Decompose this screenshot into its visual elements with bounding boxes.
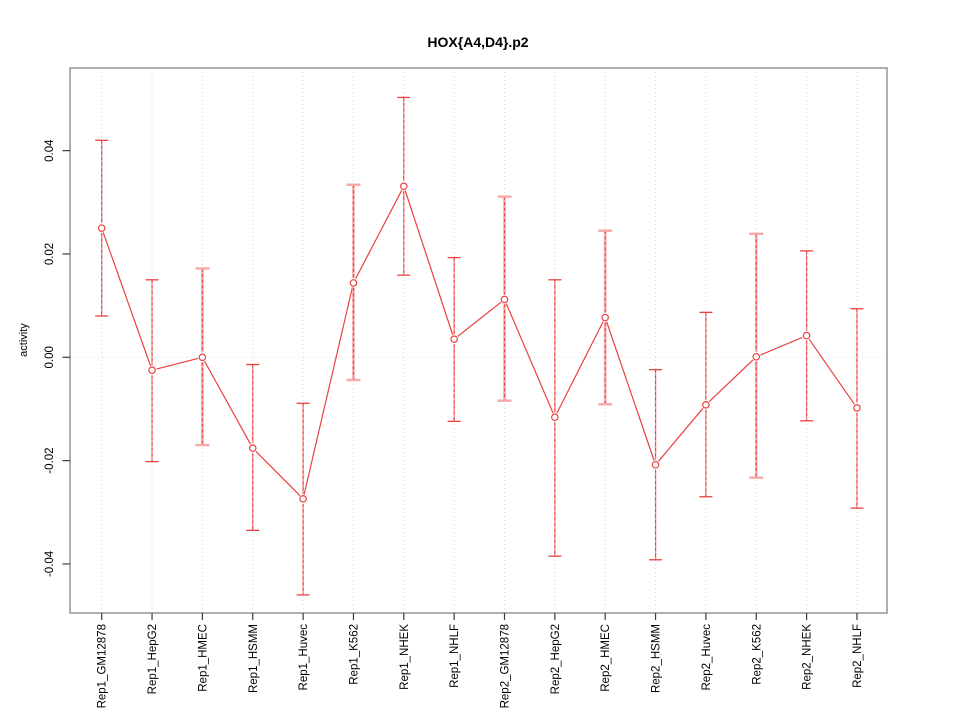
plot-border bbox=[69, 67, 888, 614]
series-line bbox=[101, 184, 858, 501]
x-category-label: Rep1_HSMM bbox=[248, 624, 260, 693]
x-category-label: Rep2_HSMM bbox=[651, 624, 663, 693]
x-category-label: Rep2_GM12878 bbox=[500, 624, 512, 708]
chart-title: HOX{A4,D4}.p2 bbox=[427, 34, 528, 50]
data-point bbox=[450, 335, 458, 344]
y-tick-label: 0.02 bbox=[44, 243, 56, 265]
grid-layer bbox=[70, 68, 887, 613]
data-point bbox=[299, 495, 307, 503]
data-point bbox=[97, 224, 106, 232]
x-category-label: Rep1_Huvec bbox=[298, 624, 310, 691]
x-category-label: Rep1_HepG2 bbox=[147, 624, 159, 694]
axis-layer: Rep1_GM12878 Rep1_HepG2 Rep1_HMEC Rep1_HSMM… bbox=[44, 139, 864, 709]
x-category-label: Rep1_K562 bbox=[348, 624, 360, 685]
x-category-label: Rep2_NHLF bbox=[852, 624, 864, 688]
y-axis-label: activity bbox=[18, 323, 30, 357]
data-point bbox=[651, 460, 660, 469]
data-point bbox=[248, 444, 257, 453]
data-point bbox=[148, 366, 156, 375]
data-point bbox=[551, 413, 559, 422]
data-point bbox=[802, 331, 811, 340]
data-point bbox=[399, 182, 408, 191]
data-point bbox=[853, 404, 861, 412]
data-point bbox=[500, 295, 509, 304]
y-tick-label: 0.04 bbox=[44, 139, 56, 162]
x-category-label: Rep2_HepG2 bbox=[550, 624, 562, 694]
data-point bbox=[601, 313, 610, 322]
x-category-label: Rep2_NHEK bbox=[802, 624, 814, 690]
x-category-label: Rep2_K562 bbox=[751, 624, 763, 685]
y-tick-label: 0.00 bbox=[44, 346, 56, 368]
x-category-label: Rep1_GM12878 bbox=[97, 624, 109, 708]
series-layer bbox=[95, 96, 864, 596]
x-category-label: Rep2_HMEC bbox=[600, 624, 612, 692]
x-category-label: Rep1_HMEC bbox=[197, 624, 209, 692]
data-point bbox=[349, 279, 358, 287]
frame-layer bbox=[69, 67, 888, 614]
y-tick-label: -0.04 bbox=[44, 550, 56, 577]
data-point bbox=[198, 353, 207, 362]
data-point bbox=[752, 352, 761, 361]
x-category-label: Rep1_NHLF bbox=[449, 624, 461, 688]
y-tick-label: -0.02 bbox=[44, 447, 56, 473]
x-category-label: Rep2_Huvec bbox=[701, 624, 713, 691]
x-category-label: Rep1_NHEK bbox=[399, 624, 411, 690]
data-point bbox=[702, 401, 710, 409]
